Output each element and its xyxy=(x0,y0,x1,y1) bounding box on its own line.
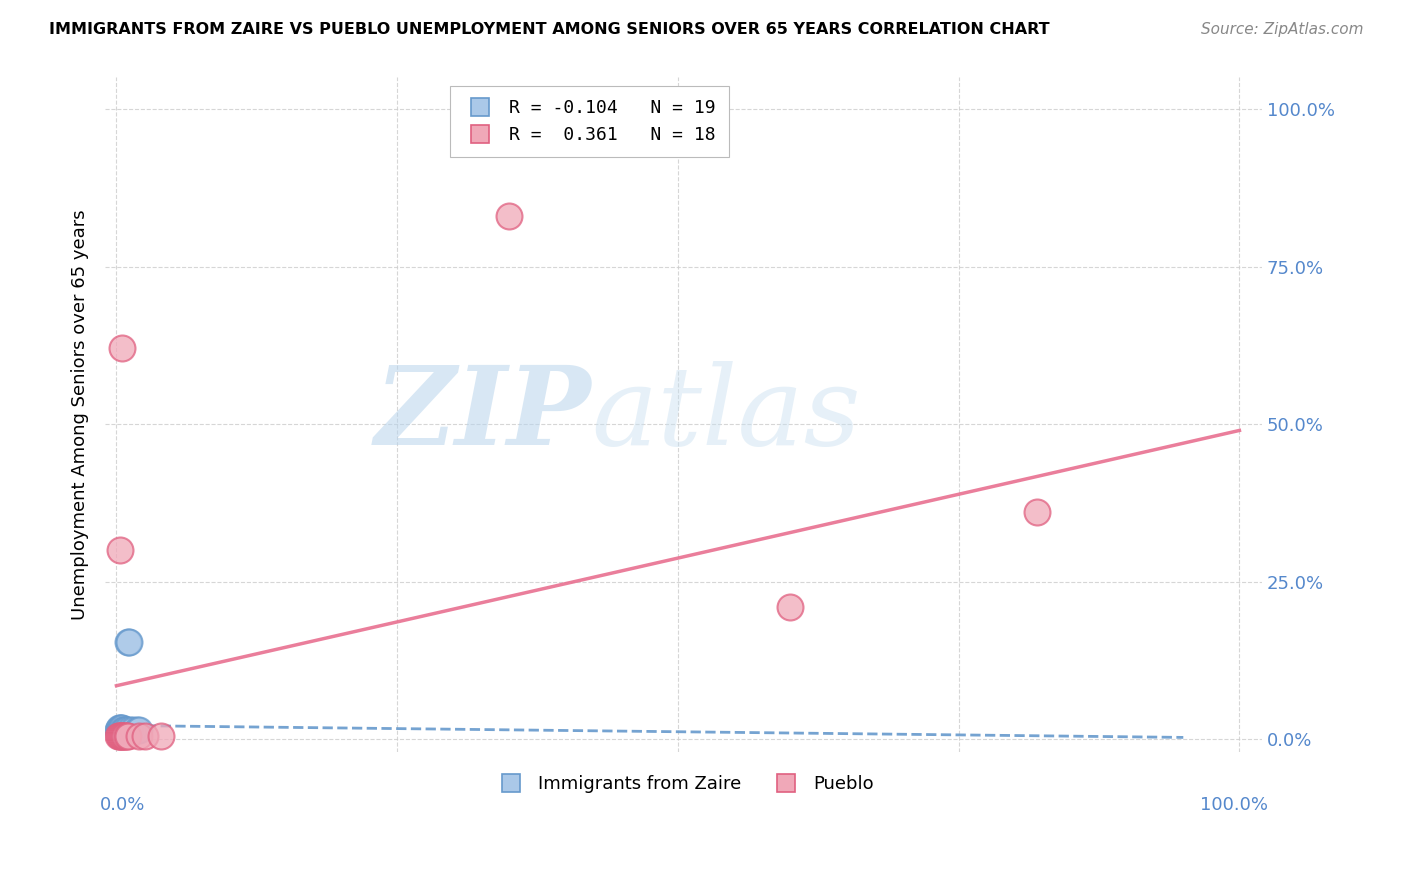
Point xyxy=(115,729,138,743)
Point xyxy=(112,723,135,737)
Point xyxy=(108,543,131,558)
Point xyxy=(111,729,134,743)
Point xyxy=(111,721,134,735)
Point xyxy=(128,723,150,737)
Text: 100.0%: 100.0% xyxy=(1199,796,1268,814)
Y-axis label: Unemployment Among Seniors over 65 years: Unemployment Among Seniors over 65 years xyxy=(72,210,89,620)
Legend: Immigrants from Zaire, Pueblo: Immigrants from Zaire, Pueblo xyxy=(485,768,882,800)
Text: ZIP: ZIP xyxy=(374,361,591,468)
Point xyxy=(122,723,145,737)
Point xyxy=(118,634,141,648)
Point xyxy=(114,729,136,743)
Text: IMMIGRANTS FROM ZAIRE VS PUEBLO UNEMPLOYMENT AMONG SENIORS OVER 65 YEARS CORRELA: IMMIGRANTS FROM ZAIRE VS PUEBLO UNEMPLOY… xyxy=(49,22,1050,37)
Point xyxy=(107,729,129,743)
Point xyxy=(118,723,141,737)
Point xyxy=(498,209,520,223)
Point xyxy=(111,342,134,356)
Point xyxy=(112,729,135,743)
Point xyxy=(134,729,156,743)
Point xyxy=(150,729,173,743)
Point xyxy=(108,721,131,735)
Point xyxy=(110,721,132,735)
Point xyxy=(117,634,139,648)
Text: atlas: atlas xyxy=(591,361,860,468)
Text: Source: ZipAtlas.com: Source: ZipAtlas.com xyxy=(1201,22,1364,37)
Point xyxy=(108,723,131,737)
Point xyxy=(125,723,148,737)
Point xyxy=(108,729,131,743)
Point xyxy=(117,729,139,743)
Point xyxy=(110,723,132,737)
Point xyxy=(1026,505,1049,519)
Point xyxy=(111,723,134,737)
Point xyxy=(112,729,135,743)
Point xyxy=(115,723,138,737)
Point xyxy=(107,721,129,735)
Point xyxy=(107,723,129,737)
Point xyxy=(779,599,801,614)
Text: 0.0%: 0.0% xyxy=(100,796,145,814)
Point xyxy=(112,723,135,737)
Point xyxy=(107,723,129,737)
Point xyxy=(110,729,132,743)
Point xyxy=(107,729,129,743)
Point xyxy=(128,729,150,743)
Point xyxy=(114,723,136,737)
